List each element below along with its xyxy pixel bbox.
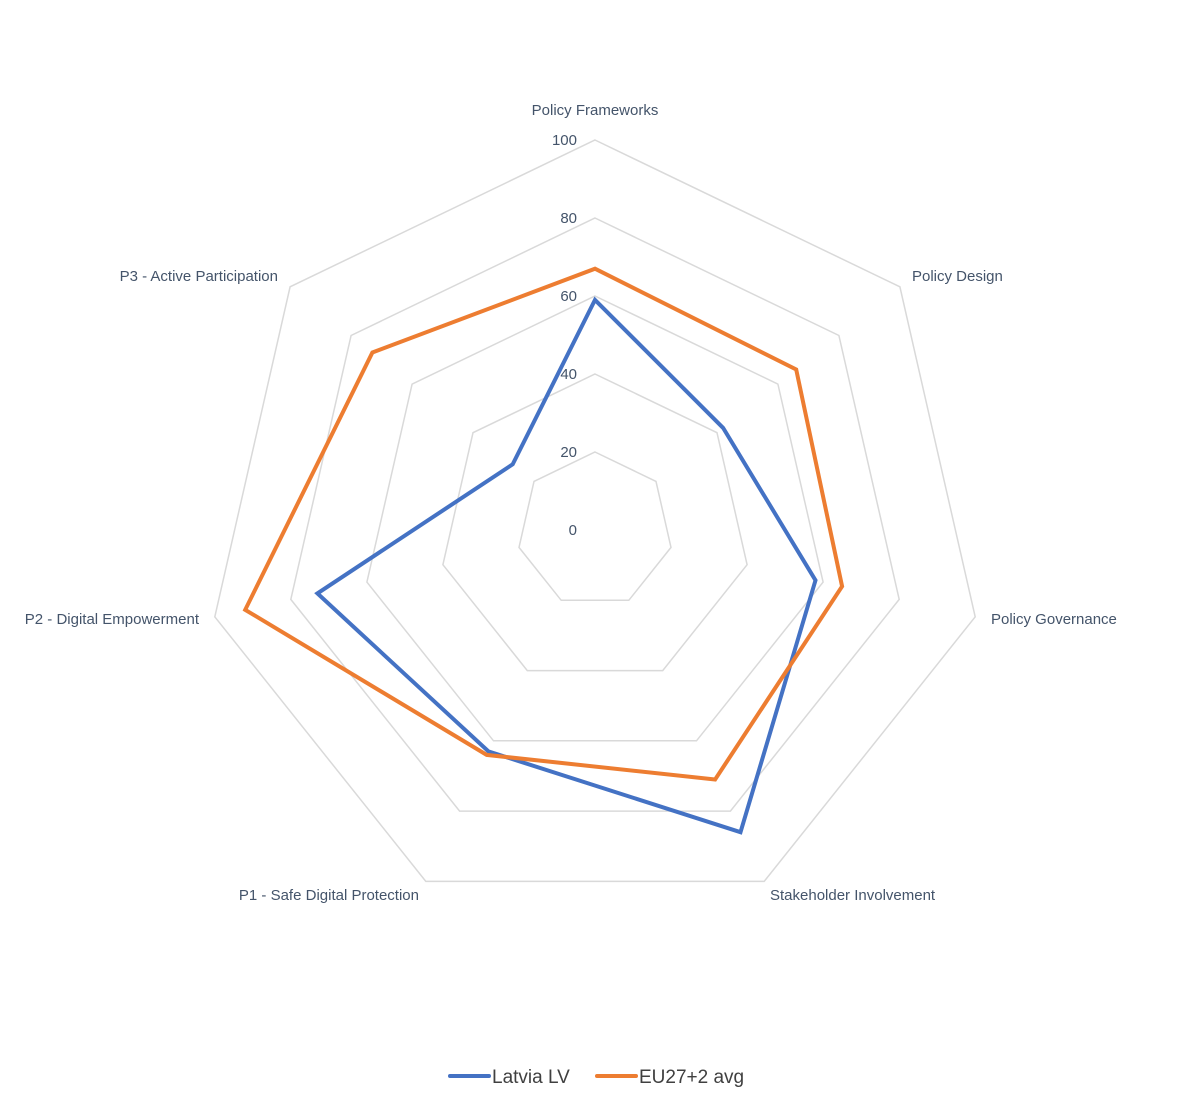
grid-ring-3 <box>366 295 824 742</box>
legend-label-latvia: Latvia LV <box>492 1067 570 1088</box>
axis-label-policy-governance: Policy Governance <box>991 611 1117 628</box>
series <box>242 266 845 835</box>
series-line-latvia-lv <box>314 296 818 835</box>
axis-labels: Policy Frameworks Policy Design Policy Gov… <box>25 102 1117 904</box>
tick-label-0: 0 <box>569 522 577 539</box>
tick-label-3: 60 <box>560 288 577 305</box>
grid-ring-4 <box>289 217 901 812</box>
grid-ring-1 <box>518 451 672 602</box>
legend: Latvia LV EU27+2 avg <box>448 1067 744 1088</box>
axis-label-p3-active-participation: P3 - Active Participation <box>120 268 278 285</box>
axis-label-stakeholder-involvement: Stakeholder Involvement <box>770 887 936 904</box>
tick-label-1: 20 <box>560 444 577 461</box>
tick-label-2: 40 <box>560 366 577 383</box>
tick-labels: 0 20 40 60 80 100 <box>552 132 577 539</box>
series-line-eu27-2-avg <box>242 266 845 782</box>
grid-ring-5 <box>213 139 977 883</box>
axis-label-p2-digital-empowerment: P2 - Digital Empowerment <box>25 611 200 628</box>
tick-label-4: 80 <box>560 210 577 227</box>
axis-label-policy-frameworks: Policy Frameworks <box>532 102 659 119</box>
axis-label-p1-safe-digital-protection: P1 - Safe Digital Protection <box>239 887 419 904</box>
legend-item-latvia[interactable]: Latvia LV <box>448 1067 570 1088</box>
legend-label-eu-avg: EU27+2 avg <box>639 1067 744 1088</box>
grid-ring-2 <box>442 373 748 672</box>
axis-label-policy-design: Policy Design <box>912 268 1003 285</box>
legend-item-eu-avg[interactable]: EU27+2 avg <box>595 1067 744 1088</box>
grid <box>213 139 977 883</box>
tick-label-5: 100 <box>552 132 577 149</box>
